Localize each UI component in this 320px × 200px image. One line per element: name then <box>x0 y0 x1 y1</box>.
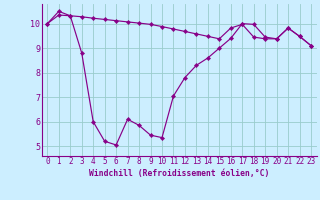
X-axis label: Windchill (Refroidissement éolien,°C): Windchill (Refroidissement éolien,°C) <box>89 169 269 178</box>
